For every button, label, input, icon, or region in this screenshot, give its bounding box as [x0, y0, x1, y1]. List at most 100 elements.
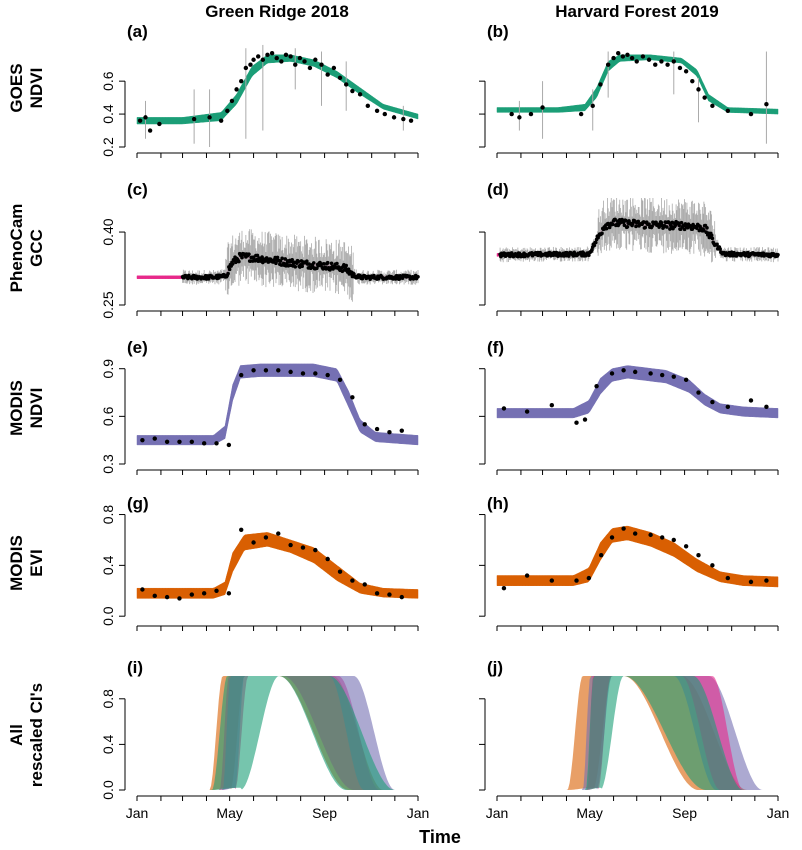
- data-point: [599, 553, 604, 558]
- data-point: [671, 374, 676, 379]
- data-point: [248, 62, 253, 67]
- data-point: [230, 262, 235, 266]
- data-point: [164, 594, 170, 600]
- data-point: [509, 111, 514, 117]
- x-tick-label: Sep: [312, 805, 337, 821]
- data-point: [696, 87, 701, 92]
- x-tick-label: Jan: [767, 805, 790, 821]
- data-point: [225, 108, 230, 113]
- data-point: [214, 441, 219, 446]
- data-point: [229, 98, 235, 104]
- y-tick-label: 0.8: [100, 505, 116, 525]
- data-point: [648, 532, 653, 538]
- y-tick-label: 0.25: [100, 291, 116, 318]
- data-point: [590, 103, 595, 109]
- data-point: [683, 69, 689, 74]
- data-point: [164, 439, 170, 444]
- data-point: [201, 441, 207, 446]
- data-point: [632, 369, 638, 375]
- data-point: [650, 224, 654, 228]
- data-point: [609, 371, 615, 376]
- data-point: [288, 54, 293, 59]
- data-point: [280, 256, 284, 261]
- row-label-all-line2: rescaled CI's: [27, 683, 46, 787]
- data-point: [574, 578, 579, 583]
- panel-tag: (a): [127, 22, 148, 41]
- data-point: [616, 50, 621, 56]
- data-point: [408, 118, 414, 123]
- panel-h: (h): [479, 494, 779, 631]
- data-point: [710, 236, 715, 241]
- x-tick-label: May: [576, 805, 602, 821]
- data-point: [374, 591, 380, 596]
- y-tick-label: 0.9: [100, 359, 116, 379]
- data-point: [140, 587, 145, 592]
- ci-band: [136, 54, 419, 125]
- panel-tag: (f): [487, 338, 504, 357]
- data-point: [297, 55, 303, 61]
- panel-d: (d): [479, 180, 780, 316]
- data-point: [319, 62, 324, 67]
- data-point: [748, 398, 754, 403]
- row-label-goes-ndvi: GOES NDVI: [7, 63, 46, 112]
- data-point: [399, 594, 404, 600]
- data-point: [288, 542, 293, 548]
- data-point: [624, 218, 628, 223]
- data-point: [659, 59, 664, 64]
- data-point: [276, 368, 281, 373]
- panel-tag: (h): [487, 494, 509, 513]
- panel-i: (i) 0.0 0.4 0.8 Jan May Sep Jan: [100, 658, 429, 821]
- data-point: [725, 575, 731, 581]
- data-point: [274, 261, 278, 266]
- data-point: [350, 88, 355, 94]
- data-point: [374, 108, 380, 113]
- data-point: [582, 417, 588, 422]
- data-point: [764, 102, 769, 107]
- row-label-phenocam-gcc: PhenoCam GCC: [7, 204, 46, 293]
- y-tick-label: 0.0: [100, 606, 116, 626]
- data-point: [313, 547, 318, 553]
- data-point: [269, 50, 275, 56]
- ci-band: [496, 365, 779, 419]
- data-point: [640, 54, 646, 59]
- data-point: [501, 586, 507, 591]
- data-point: [696, 553, 701, 558]
- data-point: [416, 275, 420, 279]
- data-point: [524, 573, 530, 578]
- data-point: [621, 526, 626, 531]
- data-point: [374, 426, 380, 432]
- data-point: [283, 52, 289, 58]
- data-point: [226, 271, 230, 276]
- data-point: [226, 591, 232, 596]
- data-point: [307, 65, 313, 71]
- data-point: [611, 55, 616, 61]
- panel-j: (j) Jan May Sep Jan: [479, 658, 789, 821]
- data-point: [239, 372, 244, 378]
- data-point: [764, 404, 769, 410]
- ci-band: [136, 363, 419, 446]
- data-point: [387, 430, 392, 435]
- data-point: [329, 261, 334, 266]
- y-tick-label: 0.40: [100, 218, 116, 245]
- x-axis-title: Time: [419, 827, 461, 847]
- row-label-all-rescaled: All rescaled CI's: [7, 683, 46, 787]
- data-point: [634, 224, 638, 229]
- data-point: [313, 371, 318, 376]
- data-point: [594, 240, 598, 245]
- data-point: [634, 59, 639, 64]
- data-point: [296, 259, 301, 264]
- ci-band: [496, 525, 779, 588]
- data-point: [578, 111, 584, 117]
- data-point: [279, 59, 284, 64]
- data-point: [625, 52, 630, 58]
- data-point: [293, 264, 298, 269]
- data-point: [251, 540, 256, 545]
- data-point: [528, 111, 534, 117]
- data-point: [702, 95, 707, 100]
- data-point: [709, 233, 714, 238]
- y-tick-label: 0.4: [100, 555, 116, 575]
- data-point: [344, 263, 349, 268]
- data-point: [605, 62, 611, 67]
- data-point: [587, 253, 591, 258]
- data-point: [725, 404, 731, 410]
